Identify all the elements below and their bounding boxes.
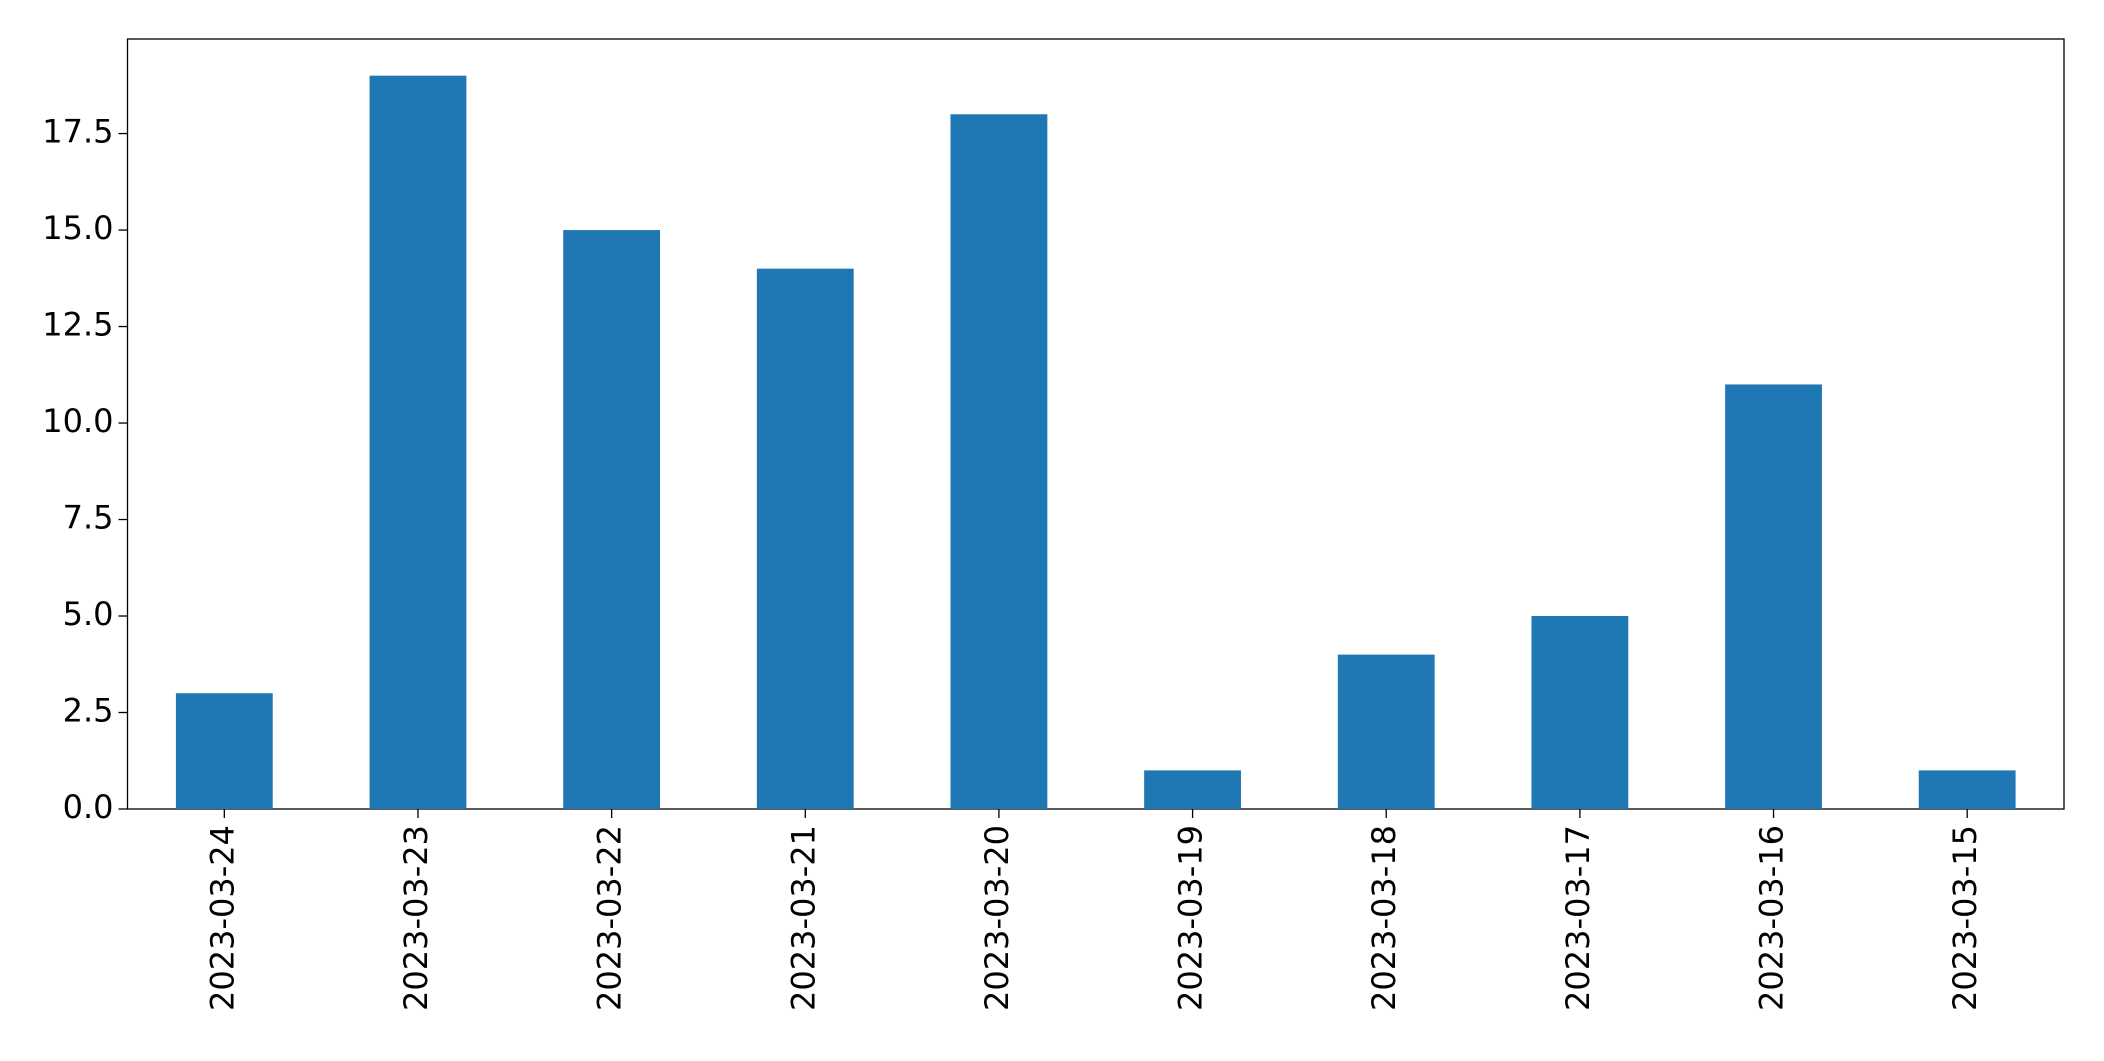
bar (1531, 616, 1629, 809)
x-tick-label: 2023-03-19 (1172, 825, 1210, 1011)
x-tick-label: 2023-03-16 (1753, 825, 1791, 1011)
y-tick-label: 15.0 (42, 209, 113, 247)
y-tick-label: 5.0 (63, 595, 114, 633)
x-tick-label: 2023-03-15 (1946, 825, 1984, 1011)
y-tick-label: 17.5 (42, 113, 113, 151)
bar (1337, 654, 1435, 809)
bar (175, 693, 273, 809)
bar (950, 114, 1048, 809)
bar (1725, 384, 1822, 809)
bar (756, 268, 854, 809)
bar (1918, 770, 2016, 809)
y-tick-label: 10.0 (42, 402, 113, 440)
y-tick-label: 0.0 (63, 788, 114, 826)
y-tick-label: 7.5 (63, 499, 114, 537)
x-tick-label: 2023-03-20 (978, 825, 1016, 1011)
x-tick-label: 2023-03-24 (203, 825, 241, 1011)
y-tick-label: 12.5 (42, 306, 113, 344)
y-tick-label: 2.5 (63, 692, 114, 730)
x-tick-label: 2023-03-18 (1365, 825, 1403, 1011)
bar (369, 75, 467, 809)
x-tick-label: 2023-03-21 (784, 825, 822, 1011)
bar (1144, 770, 1241, 809)
x-tick-label: 2023-03-22 (591, 825, 629, 1011)
x-tick-label: 2023-03-23 (397, 825, 435, 1011)
axes-frame (126, 38, 2065, 810)
x-tick-label: 2023-03-17 (1559, 825, 1597, 1011)
bar (563, 230, 661, 810)
